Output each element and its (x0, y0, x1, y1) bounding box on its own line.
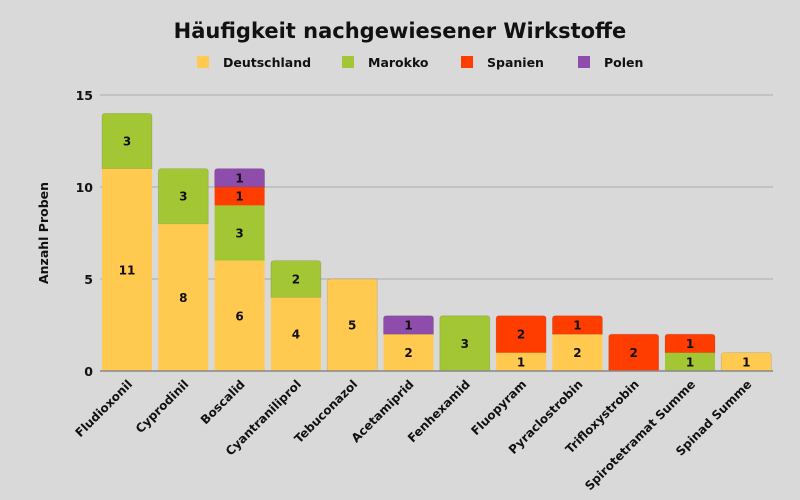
bar-stack-trifloxystrobin: 2 (608, 333, 660, 372)
bar-segment-polen (214, 168, 265, 188)
data-label: 2 (517, 328, 525, 342)
bar-segment-deutschland (326, 278, 378, 372)
bar-segment-deutschland (102, 168, 152, 371)
bar-stack-boscalid: 6 3 1 1 (214, 168, 265, 371)
data-label: 1 (686, 355, 694, 369)
x-tick-label: Fluopyram (468, 377, 529, 438)
legend-swatch-marokko (342, 56, 354, 68)
bar-segment-marokko (439, 315, 491, 372)
bar-segment-deutschland (270, 297, 321, 371)
bar-segment-spanien (664, 333, 716, 353)
data-label: 4 (292, 328, 300, 342)
bar-segment-deutschland (496, 352, 547, 371)
chart-title: Häufigkeit nachgewiesener Wirkstoffe (174, 19, 627, 43)
data-label: 3 (123, 135, 131, 149)
bar-segment-marokko (214, 205, 265, 261)
bar-segment-spanien (608, 333, 660, 372)
legend-label-polen: Polen (604, 55, 643, 70)
data-label: 2 (292, 273, 300, 287)
y-tick-label: 0 (84, 364, 93, 379)
x-tick-label: Fludioxonil (72, 377, 135, 440)
bar-stack-cyprodinil: 83 (157, 168, 209, 371)
bar-segment-deutschland (552, 334, 603, 371)
data-label: 8 (179, 291, 187, 305)
bar-segment-polen (383, 315, 434, 335)
data-label: 1 (235, 171, 243, 185)
bar-stack-cyantraniliprol: 42 (270, 260, 322, 371)
legend-label-marokko: Marokko (368, 55, 429, 70)
data-label: 3 (461, 337, 469, 351)
data-label: 1 (235, 190, 243, 204)
data-label: 5 (348, 319, 356, 333)
y-tick-label: 15 (76, 88, 93, 103)
data-label: 6 (235, 309, 243, 323)
bar-stack-pyraclostrobin: 21 (552, 315, 603, 371)
bar-segment-spanien (495, 315, 547, 353)
x-tick-label: Cyprodinil (133, 377, 192, 436)
data-label: 1 (517, 355, 525, 369)
legend-swatch-polen (578, 56, 590, 68)
x-tick-label: Boscalid (198, 377, 248, 427)
y-tick-label: 10 (76, 180, 94, 195)
y-axis-ticks: 0 5 10 15 (76, 88, 94, 379)
data-label: 1 (742, 355, 750, 369)
bar-stack-fluopyram: 12 (495, 315, 547, 371)
y-axis-label: Anzahl Proben (36, 182, 51, 284)
bar-segment-marokko (157, 168, 209, 225)
legend-label-spanien: Spanien (487, 55, 544, 70)
bar-segment-deutschland (158, 223, 209, 371)
bar-segment-marokko (270, 260, 322, 298)
bar-segment-deutschland (214, 260, 265, 371)
data-label: 2 (573, 346, 581, 360)
legend-label-deutschland: Deutschland (223, 55, 311, 70)
legend: Deutschland Marokko Spanien Polen (197, 55, 643, 70)
bar-segment-marokko (665, 352, 715, 371)
bar-stack-acetamiprid: 21 (383, 315, 434, 371)
legend-swatch-spanien (461, 56, 473, 68)
bar-stack-spinad-summe: 1 (720, 352, 772, 372)
data-label: 2 (630, 346, 638, 360)
data-label: 1 (573, 319, 581, 333)
bar-stack-fenhexamid: 3 (439, 315, 491, 372)
legend-swatch-deutschland (197, 56, 209, 68)
data-label: 2 (404, 346, 412, 360)
data-label: 1 (686, 337, 694, 351)
bar-segment-spanien (552, 315, 603, 335)
bar-segment-deutschland (383, 334, 434, 371)
x-tick-label: Spirotetramat Summe (582, 377, 698, 493)
bar-segment-deutschland (720, 352, 772, 372)
bar-segment-spanien (214, 187, 265, 206)
data-label: 11 (119, 263, 136, 277)
bar-stack-spirotetramat-summe: 11 (664, 333, 716, 371)
data-label: 1 (404, 319, 412, 333)
data-label: 3 (235, 227, 243, 241)
bar-stack-fludioxonil: 11 3 (101, 113, 153, 371)
bar-segment-marokko (101, 113, 153, 169)
bar-stack-tebuconazol: 5 (326, 278, 378, 372)
data-label: 3 (179, 190, 187, 204)
y-tick-label: 5 (84, 272, 93, 287)
